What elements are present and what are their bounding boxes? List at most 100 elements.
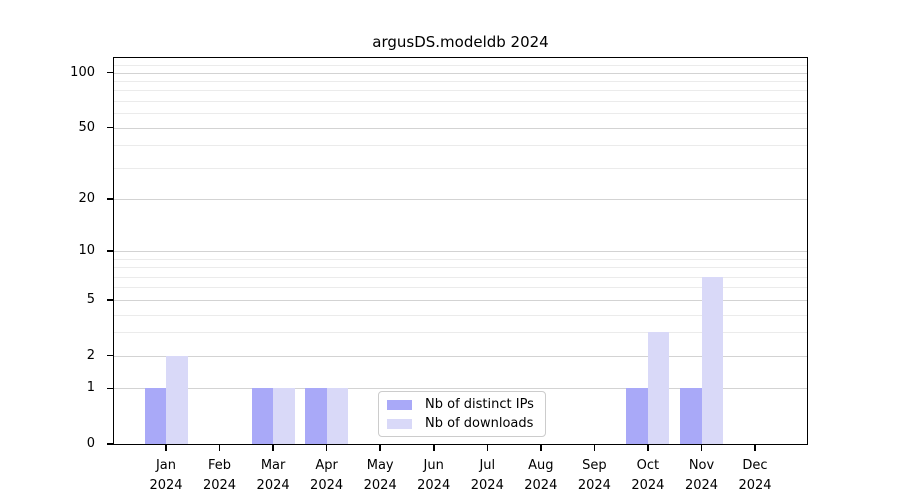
gridline-minor-4 — [114, 314, 807, 316]
gridline-minor-8 — [114, 267, 807, 269]
bar-series0-oct — [626, 388, 648, 444]
gridline-major-100 — [114, 72, 807, 74]
y-tick-mark-0 — [107, 443, 113, 445]
x-tick-year: 2024 — [149, 478, 183, 493]
x-tick-month: Sep — [582, 458, 607, 473]
x-tick-month: Jun — [423, 458, 444, 473]
x-tick-label-feb: Feb 2024 — [203, 456, 236, 496]
gridline-minor-90 — [114, 80, 807, 82]
gridline-major-1 — [114, 388, 807, 390]
bar-series1-apr — [326, 388, 349, 444]
x-tick-month: Nov — [688, 458, 715, 473]
legend-swatch-downloads — [387, 418, 412, 429]
gridline-minor-9 — [114, 258, 807, 260]
y-tick-label-0: 0 — [86, 436, 95, 451]
bar-series1-mar — [273, 388, 295, 444]
x-tick-mark-jun — [433, 445, 435, 451]
y-tick-label-5: 5 — [86, 291, 95, 307]
bar-series0-nov — [680, 388, 702, 444]
chart-title: argusDS.modeldb 2024 — [372, 33, 549, 51]
x-tick-year: 2024 — [470, 478, 504, 493]
x-tick-year: 2024 — [738, 478, 772, 493]
bar-series0-mar — [251, 388, 274, 444]
x-tick-label-aug: Aug 2024 — [524, 456, 557, 496]
gridline-minor-40 — [114, 145, 807, 147]
y-tick-label-100: 100 — [70, 64, 95, 80]
x-tick-mark-jan — [165, 445, 167, 451]
bar-series1-jan — [166, 355, 188, 444]
bar-series0-jan — [144, 388, 166, 444]
legend-swatch-distinct-ips — [387, 399, 412, 410]
y-tick-label-50: 50 — [78, 119, 95, 135]
gridline-minor-30 — [114, 167, 807, 169]
x-tick-mark-may — [379, 445, 381, 451]
x-tick-label-jul: Jul 2024 — [471, 456, 504, 496]
gridline-minor-7 — [114, 276, 807, 278]
x-tick-label-nov: Nov 2024 — [685, 456, 718, 496]
x-tick-mark-dec — [754, 445, 756, 451]
gridline-minor-110 — [114, 64, 807, 66]
gridline-major-2 — [114, 355, 807, 357]
plot-area: Nb of distinct IPs Nb of downloads — [113, 57, 808, 445]
y-tick-label-1: 1 — [86, 380, 95, 396]
x-tick-month: Jul — [479, 458, 496, 473]
x-tick-month: May — [366, 458, 394, 473]
x-tick-mark-jul — [486, 445, 488, 451]
x-tick-year: 2024 — [363, 478, 397, 493]
y-tick-mark-100 — [107, 71, 113, 74]
x-tick-month: Mar — [260, 458, 286, 473]
y-tick-label-10: 10 — [78, 243, 95, 258]
y-tick-mark-10 — [107, 250, 113, 252]
x-tick-year: 2024 — [310, 478, 344, 493]
x-axis: Jan 2024 Feb 2024 Mar 2024 Apr 2024 May 2024 Jun 20… — [113, 445, 808, 500]
gridline-minor-6 — [114, 287, 807, 289]
x-tick-mark-nov — [700, 445, 703, 451]
gridline-major-10 — [114, 251, 807, 252]
x-tick-mark-oct — [647, 445, 649, 451]
gridline-minor-80 — [114, 90, 807, 92]
legend-item-distinct-ips: Nb of distinct IPs — [379, 397, 545, 412]
legend-label-distinct-ips: Nb of distinct IPs — [425, 397, 534, 412]
x-tick-month: Feb — [207, 458, 232, 473]
x-tick-month: Dec — [742, 458, 768, 473]
x-tick-label-may: May 2024 — [364, 456, 397, 496]
y-tick-label-2: 2 — [86, 347, 95, 363]
y-axis: 0 1 2 5 10 20 50 100 — [0, 57, 113, 451]
bar-series1-nov — [701, 276, 723, 444]
bar-series1-oct — [647, 332, 670, 444]
y-tick-label-20: 20 — [78, 191, 95, 206]
x-tick-year: 2024 — [684, 478, 719, 493]
gridline-major-50 — [114, 127, 807, 129]
x-tick-label-jan: Jan 2024 — [149, 456, 182, 496]
x-tick-year: 2024 — [524, 478, 558, 493]
y-tick-mark-1 — [107, 387, 113, 389]
gridline-major-20 — [114, 199, 807, 200]
legend-label-downloads: Nb of downloads — [425, 416, 534, 431]
x-tick-label-jun: Jun 2024 — [417, 456, 450, 496]
x-tick-month: Oct — [636, 458, 660, 473]
gridline-minor-70 — [114, 100, 807, 102]
x-tick-year: 2024 — [577, 478, 611, 493]
y-tick-mark-2 — [107, 354, 113, 357]
x-tick-mark-feb — [218, 445, 221, 451]
x-tick-mark-apr — [325, 445, 328, 451]
x-tick-label-oct: Oct 2024 — [631, 456, 664, 496]
bar-series0-apr — [305, 388, 327, 444]
x-tick-year: 2024 — [256, 478, 290, 493]
y-tick-mark-50 — [107, 126, 113, 129]
x-tick-month: Apr — [315, 458, 338, 473]
x-tick-mark-aug — [540, 445, 542, 451]
x-tick-label-apr: Apr 2024 — [310, 456, 343, 496]
y-tick-mark-5 — [107, 299, 113, 301]
gridline-minor-60 — [114, 113, 807, 115]
x-tick-year: 2024 — [417, 478, 451, 493]
legend-item-downloads: Nb of downloads — [379, 416, 545, 431]
gridline-major-5 — [114, 299, 807, 301]
x-tick-label-dec: Dec 2024 — [738, 456, 771, 496]
x-tick-year: 2024 — [631, 478, 665, 493]
x-tick-label-mar: Mar 2024 — [257, 456, 290, 496]
x-tick-month: Aug — [528, 458, 554, 473]
legend: Nb of distinct IPs Nb of downloads — [378, 391, 546, 437]
y-tick-mark-20 — [107, 198, 113, 200]
